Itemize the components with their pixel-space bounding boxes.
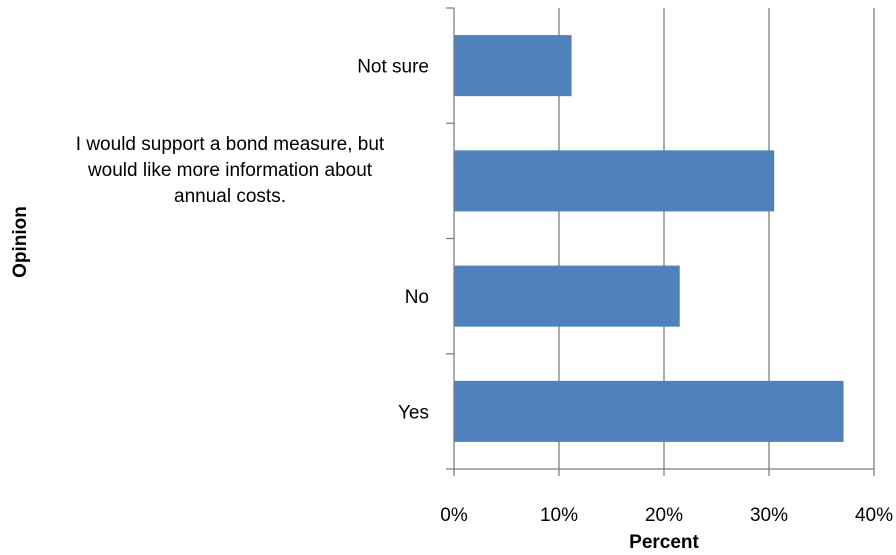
x-tick-label: 20% xyxy=(645,505,683,526)
x-tick-label: 0% xyxy=(440,505,468,526)
x-tick-label: 30% xyxy=(750,505,788,526)
y-axis-title: Opinion xyxy=(10,206,31,278)
x-tick-label: 40% xyxy=(855,505,893,526)
y-category-label: Not sure xyxy=(357,57,429,78)
y-category-label: No xyxy=(405,287,429,308)
y-category-label: I would support a bond measure, but would… xyxy=(76,134,385,207)
axes xyxy=(446,7,875,476)
x-tick-label: 10% xyxy=(540,505,578,526)
x-axis-title: Percent xyxy=(629,532,699,553)
bar xyxy=(454,380,844,442)
bar xyxy=(454,150,775,212)
y-category-label: Yes xyxy=(398,402,429,423)
bars xyxy=(454,35,844,442)
category-labels: Not sure I would support a bond measure, … xyxy=(76,57,429,424)
bar xyxy=(454,265,680,327)
bar xyxy=(454,35,572,97)
x-tick-labels: 0% 10% 20% 30% 40% xyxy=(440,505,893,526)
